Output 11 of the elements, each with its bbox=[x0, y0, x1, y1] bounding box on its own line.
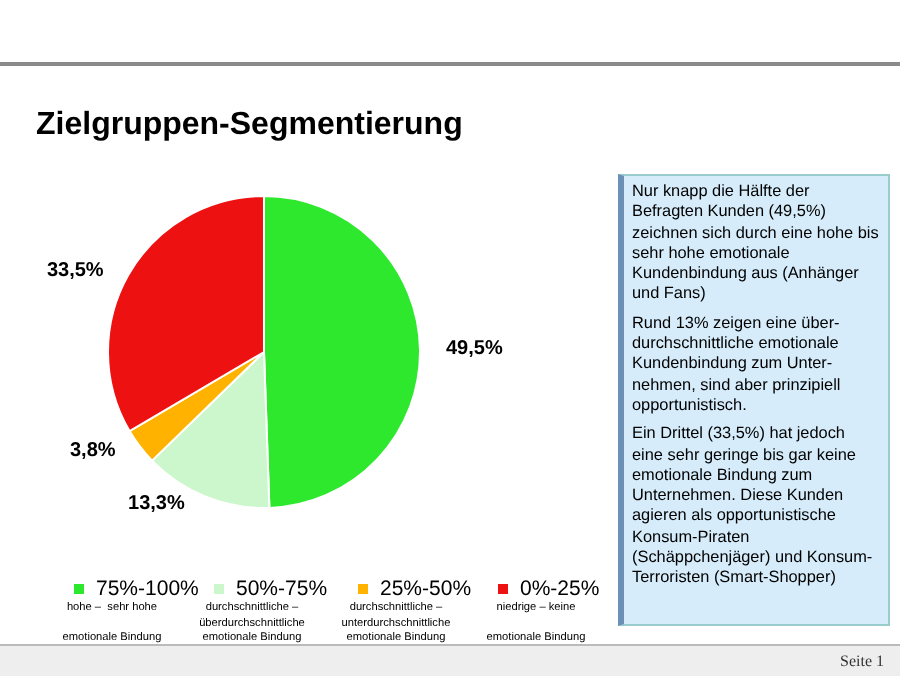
legend-label: 25%-50% bbox=[380, 577, 472, 601]
data-label: 33,5% bbox=[46, 259, 104, 282]
legend-label: 50%-75% bbox=[236, 577, 328, 601]
legend-label: 0%-25% bbox=[520, 577, 600, 601]
legend-label: 75%-100% bbox=[96, 577, 199, 601]
text: Nur knapp die Hälfte der Befragten Kunden (49,5%) zeichnen sich durch eine hohe bis sehr hohe emotionale Kundenbindung aus (Anhänger und Fans) Rund 13% zeigen eine über-durchschnittliche emotionale Kundenbindung zum Unter-nehmen, sind aber prinzipiell opportunistisch. Ein Drittel (33,5%) hat jedoch eine sehr geringe bis gar keine emotionale Bindung zum Unternehmen. Diese Kunden agieren als opportunistische Konsum-Piraten (Schäppchenjäger) und Konsum-Terroristen (Smart-Shopper) bbox=[632, 182, 879, 587]
text: Seite 1 bbox=[840, 652, 884, 670]
chart-title: Zielgruppen-Segmentierung bbox=[36, 108, 463, 144]
data-label: 13,3% bbox=[128, 493, 185, 516]
data-label: 3,8% bbox=[69, 440, 116, 463]
data-label: 49,5% bbox=[445, 338, 503, 361]
